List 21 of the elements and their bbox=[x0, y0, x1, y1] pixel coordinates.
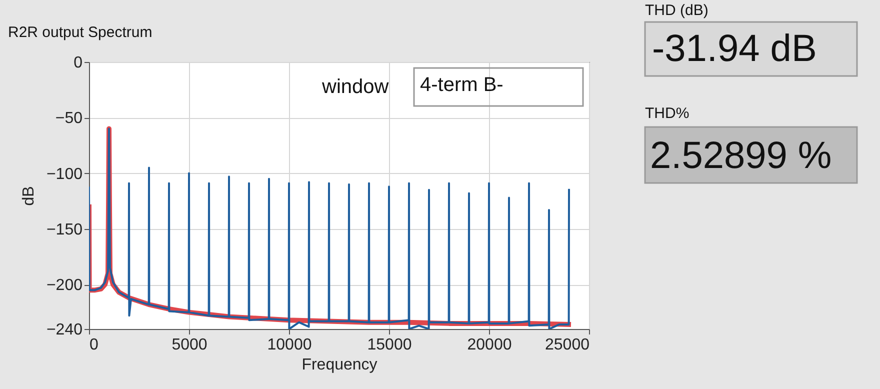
x-tick-label: 15000 bbox=[367, 336, 412, 354]
y-tick-label: −150 bbox=[46, 221, 83, 238]
chart-title: R2R output Spectrum bbox=[8, 24, 152, 41]
annotation: window bbox=[321, 76, 390, 98]
annotation: 4-term B- bbox=[420, 74, 504, 96]
y-tick-label: −240 bbox=[46, 322, 83, 338]
x-tick-label: 25000 bbox=[545, 336, 590, 354]
x-tick-label: 5000 bbox=[172, 336, 208, 354]
y-tick-label: −50 bbox=[55, 110, 83, 128]
text: THD (dB) bbox=[645, 2, 708, 19]
y-tick-label: −200 bbox=[46, 277, 83, 294]
x-tick-label: 10000 bbox=[267, 336, 312, 354]
y-axis-title: dB bbox=[20, 186, 38, 206]
y-tick-label: 0 bbox=[74, 54, 83, 72]
text: 2.52899 % bbox=[650, 135, 832, 177]
x-axis-title: Frequency bbox=[302, 356, 378, 374]
x-tick-label: 0 bbox=[90, 336, 98, 354]
x-tick-label: 20000 bbox=[467, 336, 512, 354]
text: THD% bbox=[645, 105, 690, 122]
y-tick-label: −100 bbox=[46, 166, 83, 183]
text: -31.94 dB bbox=[652, 28, 817, 70]
